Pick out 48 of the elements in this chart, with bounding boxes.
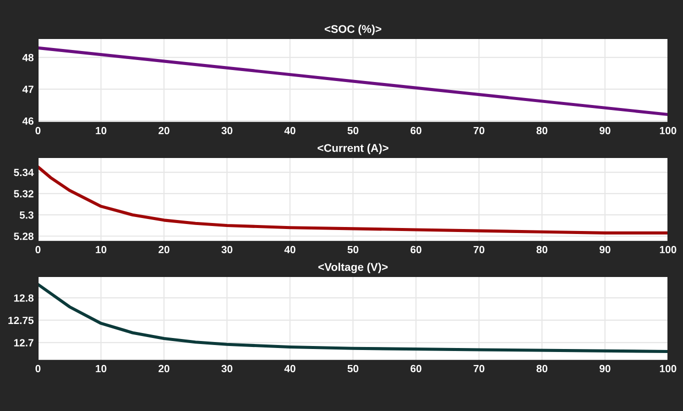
x-tick-label: 30 (221, 126, 232, 134)
x-tick-label: 0 (36, 364, 40, 372)
x-tick-label: 60 (410, 364, 422, 372)
x-tick-label: 100 (660, 364, 676, 372)
chart-title: <Current (A)> (318, 144, 388, 154)
x-tick-label: 30 (221, 364, 232, 372)
chart-title: <Voltage (V)> (318, 262, 388, 274)
y-tick-label: 48 (22, 54, 34, 62)
y-tick-label: 5.3 (20, 211, 34, 219)
x-tick-label: 90 (600, 246, 610, 254)
x-tick-label: 20 (158, 364, 170, 372)
x-tick-label: 90 (600, 126, 610, 134)
y-tick-label: 47 (22, 86, 34, 93)
x-tick-label: 0 (36, 126, 40, 134)
x-tick-label: 0 (36, 246, 40, 254)
x-tick-label: 40 (284, 126, 296, 134)
x-tick-label: 30 (221, 246, 232, 254)
y-tick-label: 5.32 (14, 190, 34, 198)
x-tick-label: 100 (660, 246, 676, 254)
y-tick-label: 12.8 (14, 294, 34, 302)
x-tick-label: 100 (660, 126, 676, 134)
x-tick-label: 40 (284, 364, 296, 372)
x-tick-label: 60 (410, 126, 422, 134)
x-tick-label: 80 (536, 364, 548, 372)
y-tick-label: 12.75 (8, 316, 34, 324)
x-tick-label: 50 (348, 126, 358, 134)
y-tick-label: 12.7 (14, 339, 34, 346)
x-tick-label: 10 (96, 126, 106, 134)
chart-title: <SOC (%)> (324, 24, 382, 36)
x-tick-label: 40 (284, 246, 296, 254)
y-tick-label: 5.28 (14, 232, 34, 240)
y-tick-label: 46 (22, 117, 34, 125)
x-tick-label: 20 (158, 246, 170, 254)
x-tick-label: 10 (96, 246, 106, 254)
y-tick-label: 5.34 (14, 168, 34, 176)
x-tick-label: 90 (600, 364, 610, 372)
x-tick-label: 80 (536, 246, 548, 254)
x-tick-label: 50 (348, 246, 358, 254)
x-tick-label: 70 (474, 364, 484, 372)
x-tick-label: 20 (158, 126, 170, 134)
x-tick-label: 70 (474, 126, 484, 134)
x-tick-label: 60 (410, 246, 422, 254)
x-tick-label: 10 (96, 364, 106, 372)
x-tick-label: 50 (348, 364, 358, 372)
x-tick-label: 70 (474, 246, 484, 254)
line-series (38, 165, 668, 234)
x-tick-label: 80 (536, 126, 548, 134)
line-series (38, 282, 668, 354)
